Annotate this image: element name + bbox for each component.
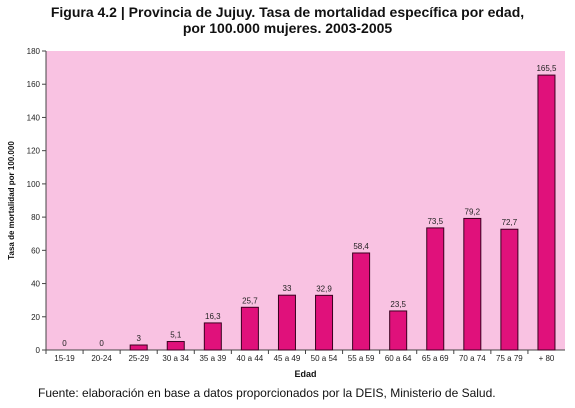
bar — [389, 310, 408, 351]
x-tick-label: 25-29 — [128, 354, 149, 363]
bar — [463, 217, 482, 351]
y-tick-label: 100 — [27, 180, 41, 189]
bar — [240, 306, 259, 351]
x-axis-title: Edad — [294, 369, 316, 379]
data-label: 23,5 — [390, 300, 406, 309]
data-label: 73,5 — [427, 217, 443, 226]
data-label: 3 — [136, 334, 141, 343]
chart-title-line-2: por 100.000 mujeres. 2003-2005 — [182, 20, 393, 36]
y-axis-title: Tasa de mortalidad por 100.000 — [7, 141, 16, 260]
x-tick-label: 60 a 64 — [385, 354, 412, 363]
data-label: 25,7 — [242, 296, 258, 305]
chart-title-line-1: Figura 4.2 | Provincia de Jujuy. Tasa de… — [50, 4, 525, 20]
chart-title: Figura 4.2 | Provincia de Jujuy. Tasa de… — [0, 4, 575, 36]
x-tick-label: 15-19 — [54, 354, 75, 363]
bar — [315, 294, 334, 351]
x-tick-label: 55 a 59 — [348, 354, 375, 363]
x-tick-label: 65 a 69 — [422, 354, 449, 363]
y-tick-label: 0 — [36, 346, 41, 355]
x-tick-label: 40 a 44 — [237, 354, 264, 363]
bar — [500, 228, 519, 351]
x-tick-label: 50 a 54 — [311, 354, 338, 363]
x-tick-label: 20-24 — [91, 354, 112, 363]
y-tick-label: 160 — [27, 80, 41, 89]
y-tick-label: 140 — [27, 113, 41, 122]
y-tick-label: 180 — [27, 47, 41, 56]
x-tick-label: 35 a 39 — [199, 354, 226, 363]
bar — [352, 252, 371, 351]
x-tick-label: 45 a 49 — [274, 354, 301, 363]
data-label: 0 — [99, 339, 104, 348]
y-tick-label: 120 — [27, 147, 41, 156]
data-label: 165,5 — [536, 64, 557, 73]
data-label: 72,7 — [502, 218, 518, 227]
data-label: 79,2 — [465, 207, 481, 216]
data-label: 33 — [283, 284, 292, 293]
bar — [166, 341, 185, 351]
bar — [537, 74, 556, 351]
source-note: Fuente: elaboración en base a datos prop… — [38, 386, 496, 400]
y-tick-label: 80 — [31, 213, 40, 222]
x-tick-label: 75 a 79 — [496, 354, 523, 363]
x-tick-label: 30 a 34 — [162, 354, 189, 363]
y-tick-label: 20 — [31, 313, 40, 322]
data-label: 0 — [62, 339, 67, 348]
bar — [203, 322, 222, 351]
x-tick-label: + 80 — [539, 354, 555, 363]
data-label: 16,3 — [205, 312, 221, 321]
plot-area — [46, 51, 565, 350]
x-tick-label: 70 a 74 — [459, 354, 486, 363]
bar — [277, 294, 296, 351]
bar — [129, 344, 148, 351]
data-label: 5,1 — [170, 331, 182, 340]
y-tick-label: 40 — [31, 280, 40, 289]
data-label: 58,4 — [353, 242, 369, 251]
data-label: 32,9 — [316, 284, 332, 293]
y-tick-label: 60 — [31, 246, 40, 255]
bar — [426, 227, 445, 351]
